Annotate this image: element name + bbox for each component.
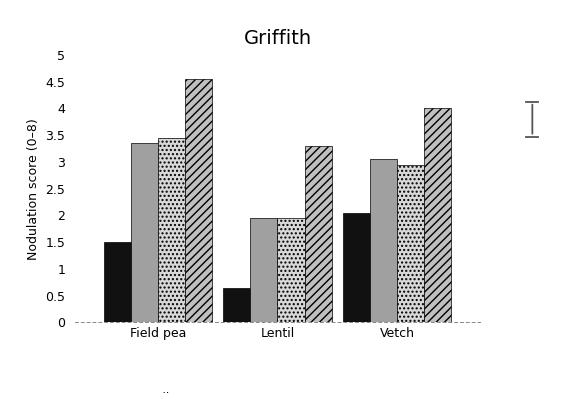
Bar xyxy=(131,143,158,322)
Bar xyxy=(223,288,250,322)
Legend: nil, WSM1455, SRDI969, WSM4643: nil, WSM1455, SRDI969, WSM4643 xyxy=(134,387,421,393)
Title: Griffith: Griffith xyxy=(243,29,312,48)
Bar xyxy=(424,108,451,322)
Bar xyxy=(104,242,131,322)
Bar xyxy=(185,79,212,322)
Bar xyxy=(158,138,185,322)
Bar xyxy=(370,159,397,322)
Bar xyxy=(250,218,277,322)
Bar xyxy=(343,213,370,322)
Y-axis label: Nodulation score (0–8): Nodulation score (0–8) xyxy=(27,118,40,259)
Bar xyxy=(277,218,305,322)
Bar xyxy=(305,146,332,322)
Bar xyxy=(397,165,424,322)
